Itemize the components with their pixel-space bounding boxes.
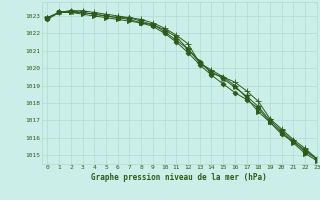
X-axis label: Graphe pression niveau de la mer (hPa): Graphe pression niveau de la mer (hPa) bbox=[91, 173, 267, 182]
